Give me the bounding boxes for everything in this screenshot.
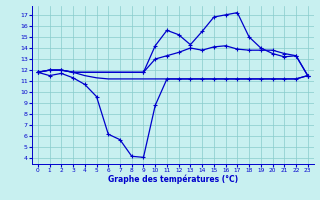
X-axis label: Graphe des températures (°C): Graphe des températures (°C) <box>108 175 238 184</box>
